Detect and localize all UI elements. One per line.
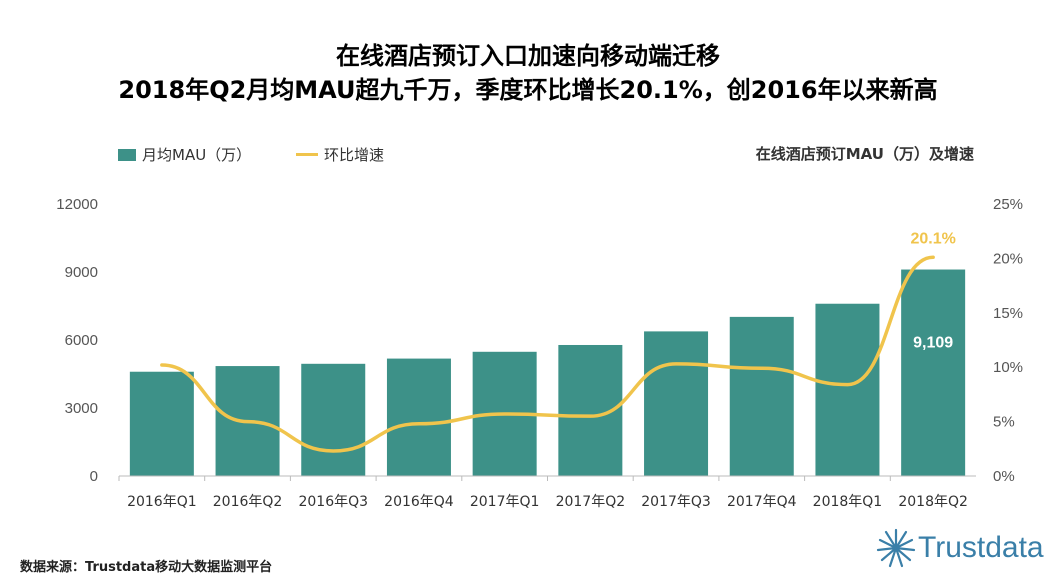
line-series [160,255,935,453]
bar-2016年Q1 [129,371,194,476]
left-axis-tick: 0 [90,468,98,485]
left-axis-tick: 9000 [65,264,98,281]
x-axis-label: 2016年Q2 [213,494,283,510]
bar-2017年Q4 [729,316,794,476]
left-axis-ticks: 0 3000 6000 9000 12000 [56,196,98,485]
legend-item-growth: 环比增速 [296,144,384,165]
x-axis-label: 2016年Q3 [298,494,368,510]
x-axis-label: 2018年Q1 [813,494,883,510]
data-source-note: 数据来源：Trustdata移动大数据监测平台 [20,560,273,575]
bar-value-label: 9,109 [913,335,953,352]
right-axis-tick: 10% [993,359,1023,376]
left-axis-tick: 3000 [65,400,98,417]
bar-2018年Q1 [815,303,880,476]
growth-line [160,255,935,453]
brand-logo: Trustdata [876,526,1044,570]
bar-2016年Q3 [301,363,366,476]
brand-name: Trustdata [918,531,1044,564]
left-axis-tick: 6000 [65,332,98,349]
x-axis-label: 2017年Q4 [727,494,797,510]
x-axis-label: 2017年Q2 [556,494,626,510]
bar-series [129,269,966,476]
chart-title-line2: 2018年Q2月均MAU超九千万，季度环比增长20.1%，创2016年以来新高 [118,76,938,104]
bar-2017年Q3 [644,331,709,476]
legend-item-mau: 月均MAU（万） [118,144,251,165]
growth-value-label: 20.1% [910,230,955,247]
x-axis-labels: 2016年Q1 2016年Q2 2016年Q3 2016年Q4 2017年Q1 2017年… [118,476,968,510]
right-axis-tick: 25% [993,196,1023,213]
right-axis-ticks: 0% 5% 10% 15% 20% 25% [993,196,1023,485]
bar-2016年Q4 [386,358,451,476]
starburst-icon [876,528,916,568]
x-axis-label: 2017年Q3 [641,494,711,510]
legend-bar-label: 月均MAU（万） [142,146,252,164]
legend-line-label: 环比增速 [324,146,385,164]
annotations: 9,109 20.1% [910,230,955,351]
x-axis-label: 2016年Q1 [127,494,197,510]
legend-bar-swatch [118,148,136,161]
x-axis-label: 2017年Q1 [470,494,540,510]
x-axis-label: 2018年Q2 [898,494,968,510]
chart-title-line1: 在线酒店预订入口加速向移动端迁移 [336,42,720,70]
x-axis-label: 2016年Q4 [384,494,454,510]
legend-line-swatch [296,153,318,156]
left-axis-tick: 12000 [56,196,98,213]
chart-subtitle: 在线酒店预订MAU（万）及增速 [755,145,974,163]
right-axis-tick: 20% [993,250,1023,267]
right-axis-tick: 0% [993,468,1015,485]
right-axis-tick: 5% [993,414,1015,431]
right-axis-tick: 15% [993,305,1023,322]
bar-2018年Q2 [901,269,966,476]
